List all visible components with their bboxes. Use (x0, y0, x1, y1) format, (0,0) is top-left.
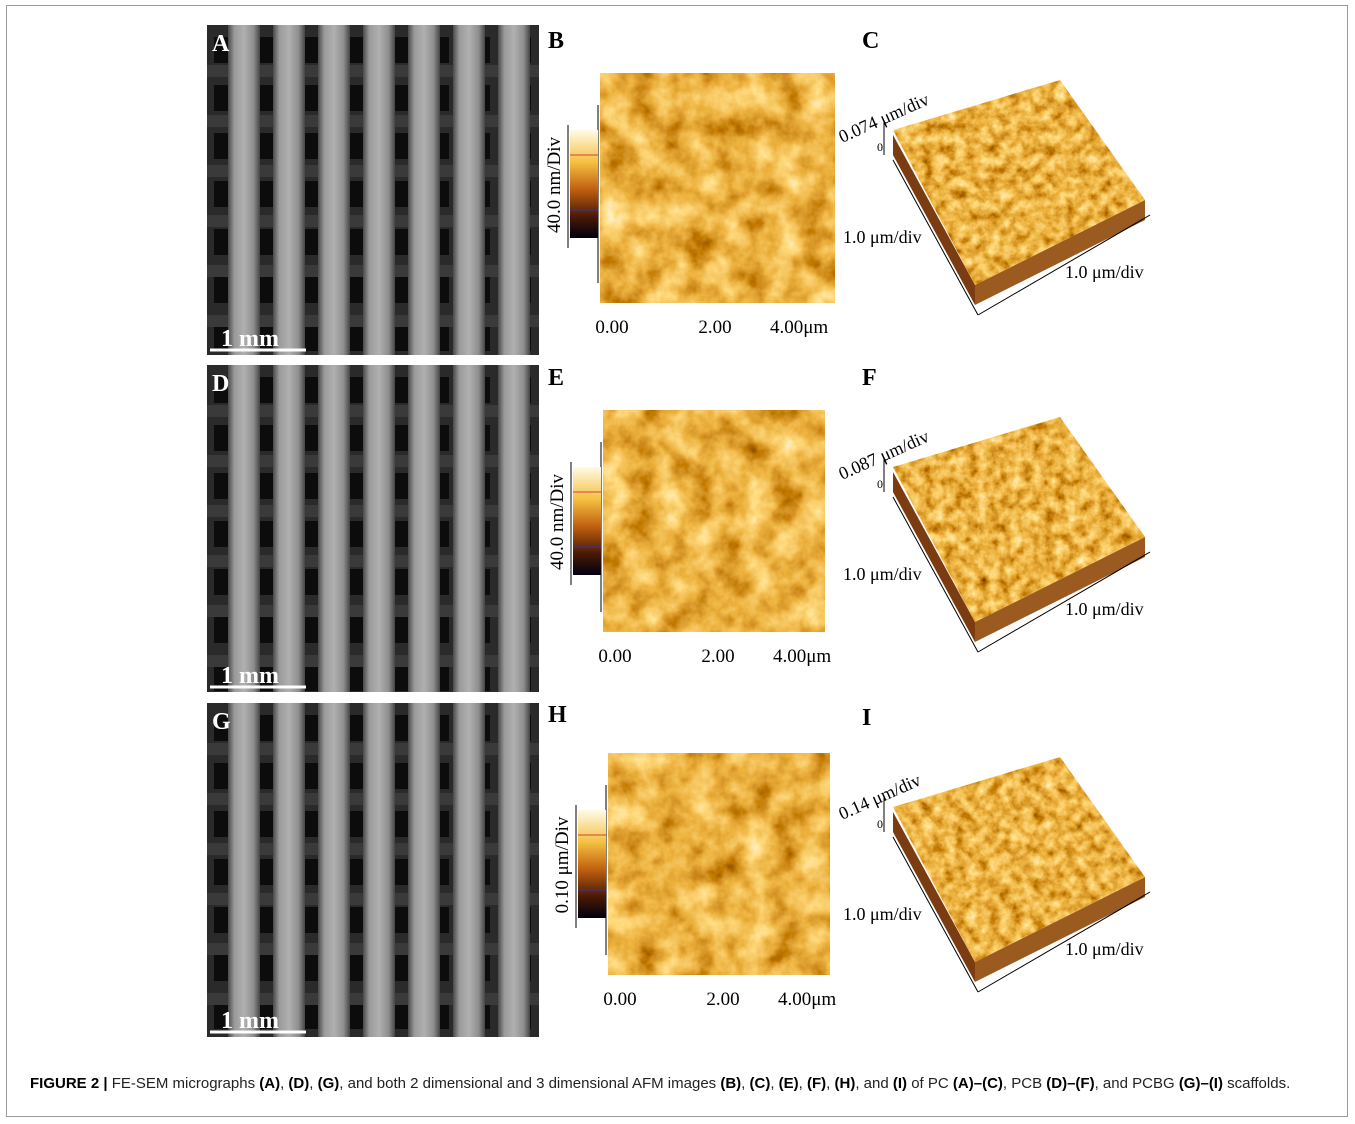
x-tick-label: 2.00 (698, 317, 731, 338)
x-scale-label: 1.0 μm/div (1065, 939, 1144, 959)
sem-fiber (318, 25, 350, 355)
caption-emphasis: (F) (807, 1075, 826, 1092)
page: A1 mmB40.0 nm/Div0.002.004.00μmC0.074 μm… (0, 0, 1355, 1124)
sem-fiber (363, 25, 395, 355)
sem-fiber (498, 703, 530, 1037)
caption-emphasis: FIGURE 2 | (30, 1075, 108, 1092)
caption-text: , (770, 1075, 778, 1092)
afm-3d-surface (893, 80, 1145, 285)
panel-label: D (212, 371, 229, 397)
caption-emphasis: (G) (318, 1075, 340, 1092)
colorbar (578, 810, 606, 918)
panel-label: H (548, 702, 567, 728)
caption-text: , and (855, 1075, 893, 1092)
colorbar (573, 467, 601, 575)
panel-label: I (862, 705, 871, 731)
sem-fiber (498, 365, 530, 692)
scale-bar-label: 1 mm (221, 1008, 279, 1034)
sem-fiber (273, 25, 305, 355)
afm-3d-surface (893, 417, 1145, 622)
x-tick-label: 4.00μm (773, 646, 831, 667)
x-tick-label: 0.00 (598, 646, 631, 667)
sem-fiber (228, 25, 260, 355)
x-scale-label: 1.0 μm/div (1065, 599, 1144, 619)
y-scale-label: 1.0 μm/div (843, 227, 922, 247)
afm-2d-image (600, 73, 835, 303)
x-scale-label: 1.0 μm/div (1065, 262, 1144, 282)
x-tick-label: 2.00 (701, 646, 734, 667)
panel-label: F (862, 365, 877, 391)
caption-emphasis: (A) (259, 1075, 280, 1092)
x-tick-label: 4.00μm (770, 317, 828, 338)
scale-bar-label: 1 mm (221, 663, 279, 689)
caption-emphasis: (C) (750, 1075, 771, 1092)
scale-bar-label: 1 mm (221, 326, 279, 352)
sem-fiber (453, 703, 485, 1037)
caption-text: of PC (907, 1075, 953, 1092)
sem-fiber (228, 703, 260, 1037)
x-tick-label: 0.00 (595, 317, 628, 338)
sem-fiber (273, 365, 305, 692)
afm-2d-image (603, 410, 825, 632)
colorbar-label: 0.10 μm/Div (552, 816, 573, 913)
z-zero-label: 0 (877, 477, 883, 491)
x-tick-label: 0.00 (603, 989, 636, 1010)
sem-fiber (363, 703, 395, 1037)
caption-text: , and PCBG (1095, 1075, 1179, 1092)
sem-fiber (408, 25, 440, 355)
caption-emphasis: (A)–(C) (953, 1075, 1003, 1092)
caption-emphasis: (D) (288, 1075, 309, 1092)
colorbar-label: 40.0 nm/Div (544, 136, 565, 233)
caption-emphasis: (G)–(I) (1179, 1075, 1223, 1092)
caption-text: , (799, 1075, 807, 1092)
sem-fiber (408, 703, 440, 1037)
colorbar (570, 130, 598, 238)
caption-emphasis: (D)–(F) (1046, 1075, 1094, 1092)
afm-2d-image (608, 753, 830, 975)
caption-text: , (741, 1075, 749, 1092)
sem-fiber (453, 365, 485, 692)
caption-text: , PCB (1003, 1075, 1046, 1092)
sem-fiber (318, 365, 350, 692)
y-scale-label: 1.0 μm/div (843, 564, 922, 584)
colorbar-label: 40.0 nm/Div (547, 473, 568, 570)
panel-label: B (548, 28, 564, 54)
z-zero-label: 0 (877, 140, 883, 154)
panel-label: C (862, 28, 879, 54)
caption-text: , and both 2 dimensional and 3 dimension… (339, 1075, 720, 1092)
x-tick-label: 2.00 (706, 989, 739, 1010)
sem-fiber (498, 25, 530, 355)
caption-emphasis: (I) (893, 1075, 907, 1092)
afm-3d-surface (893, 757, 1145, 962)
caption-emphasis: (E) (779, 1075, 799, 1092)
sem-fiber (318, 703, 350, 1037)
sem-fiber (408, 365, 440, 692)
panel-label: A (212, 31, 230, 57)
caption-emphasis: (H) (835, 1075, 856, 1092)
figure-caption: FIGURE 2 | FE-SEM micrographs (A), (D) , … (30, 1071, 1300, 1096)
y-scale-label: 1.0 μm/div (843, 904, 922, 924)
x-tick-label: 4.00μm (778, 989, 836, 1010)
panel-label: E (548, 365, 564, 391)
caption-text: , (309, 1075, 317, 1092)
z-zero-label: 0 (877, 817, 883, 831)
panel-label: G (212, 709, 231, 735)
caption-emphasis: (B) (720, 1075, 741, 1092)
caption-text: , (826, 1075, 834, 1092)
sem-fiber (228, 365, 260, 692)
caption-text: scaffolds. (1223, 1075, 1290, 1092)
sem-fiber (273, 703, 305, 1037)
sem-fiber (453, 25, 485, 355)
caption-text: FE-SEM micrographs (108, 1075, 260, 1092)
sem-fiber (363, 365, 395, 692)
